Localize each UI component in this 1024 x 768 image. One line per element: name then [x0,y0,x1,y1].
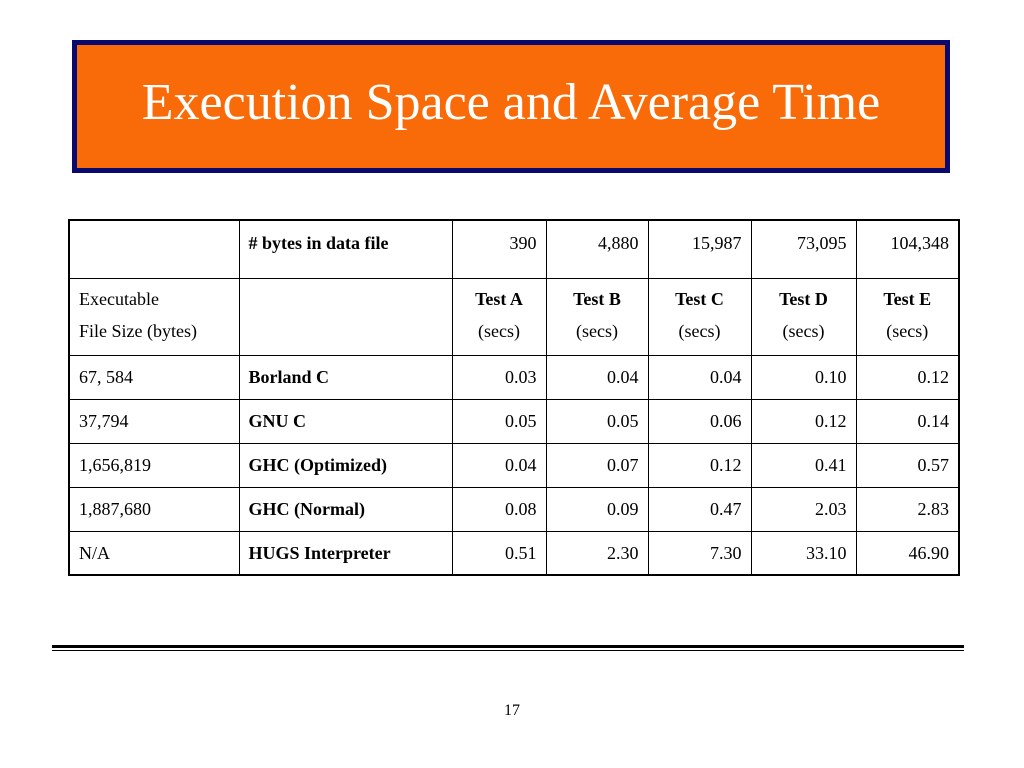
time-cell: 0.04 [647,354,752,400]
test-e-header: Test E (secs) [855,277,960,356]
exe-size-cell: 37,794 [68,398,240,444]
time-cell: 0.57 [855,442,960,488]
time-cell: 0.05 [451,398,547,444]
time-cell: 2.03 [750,486,857,532]
exe-size-cell: 1,656,819 [68,442,240,488]
time-cell: 0.12 [647,442,752,488]
page-number: 17 [504,702,520,719]
time-cell: 0.14 [855,398,960,444]
time-cell: 0.04 [451,442,547,488]
header-empty-cell [68,219,240,279]
test-unit: (secs) [478,320,520,341]
test-c-header: Test C (secs) [647,277,752,356]
compiler-cell: GNU C [238,398,453,444]
test-b-header: Test B (secs) [545,277,649,356]
header-bytes-label: # bytes in data file [238,219,453,279]
test-a-header: Test A (secs) [451,277,547,356]
time-cell: 0.03 [451,354,547,400]
table-row: 1,656,819 GHC (Optimized) 0.04 0.07 0.12… [68,442,960,488]
timing-table: # bytes in data file 390 4,880 15,987 73… [68,219,960,576]
time-cell: 0.12 [855,354,960,400]
time-cell: 0.09 [545,486,649,532]
test-name: Test D [779,288,828,309]
test-unit: (secs) [782,320,825,341]
footer-rule-thin [52,650,964,651]
test-d-header: Test D (secs) [750,277,857,356]
time-cell: 2.30 [545,530,649,576]
file-size-label: File Size (bytes) [79,320,197,341]
test-unit: (secs) [576,320,618,341]
test-name: Test B [573,288,621,309]
table-row: 37,794 GNU C 0.05 0.05 0.06 0.12 0.14 [68,398,960,444]
tests-empty-cell [238,277,453,356]
compiler-cell: GHC (Optimized) [238,442,453,488]
table-row: N/A HUGS Interpreter 0.51 2.30 7.30 33.1… [68,530,960,576]
exe-size-cell: 67, 584 [68,354,240,400]
table-row: 1,887,680 GHC (Normal) 0.08 0.09 0.47 2.… [68,486,960,532]
time-cell: 33.10 [750,530,857,576]
executable-size-header: Executable File Size (bytes) [68,277,240,356]
test-unit: (secs) [678,320,721,341]
footer-rule-thick [52,645,964,648]
time-cell: 7.30 [647,530,752,576]
header-bytes-value: 104,348 [855,219,960,279]
compiler-cell: Borland C [238,354,453,400]
time-cell: 0.41 [750,442,857,488]
header-bytes-value: 390 [451,219,547,279]
exe-size-cell: 1,887,680 [68,486,240,532]
time-cell: 0.10 [750,354,857,400]
header-bytes-value: 4,880 [545,219,649,279]
time-cell: 0.12 [750,398,857,444]
slide-title: Execution Space and Average Time [141,73,881,131]
time-cell: 0.07 [545,442,649,488]
table-tests-row: Executable File Size (bytes) Test A (sec… [68,277,960,356]
header-bytes-value: 73,095 [750,219,857,279]
compiler-cell: GHC (Normal) [238,486,453,532]
compiler-cell: HUGS Interpreter [238,530,453,576]
time-cell: 2.83 [855,486,960,532]
header-bytes-value: 15,987 [647,219,752,279]
time-cell: 0.51 [451,530,547,576]
executable-label: Executable [79,288,159,309]
footer-divider [52,645,964,653]
table-header-row: # bytes in data file 390 4,880 15,987 73… [68,219,960,279]
time-cell: 0.08 [451,486,547,532]
test-name: Test E [883,288,932,309]
table-row: 67, 584 Borland C 0.03 0.04 0.04 0.10 0.… [68,354,960,400]
exe-size-cell: N/A [68,530,240,576]
title-banner: Execution Space and Average Time [72,40,950,173]
time-cell: 0.04 [545,354,649,400]
time-cell: 0.06 [647,398,752,444]
test-name: Test C [675,288,724,309]
time-cell: 46.90 [855,530,960,576]
test-unit: (secs) [886,320,929,341]
time-cell: 0.47 [647,486,752,532]
time-cell: 0.05 [545,398,649,444]
test-name: Test A [475,288,523,309]
